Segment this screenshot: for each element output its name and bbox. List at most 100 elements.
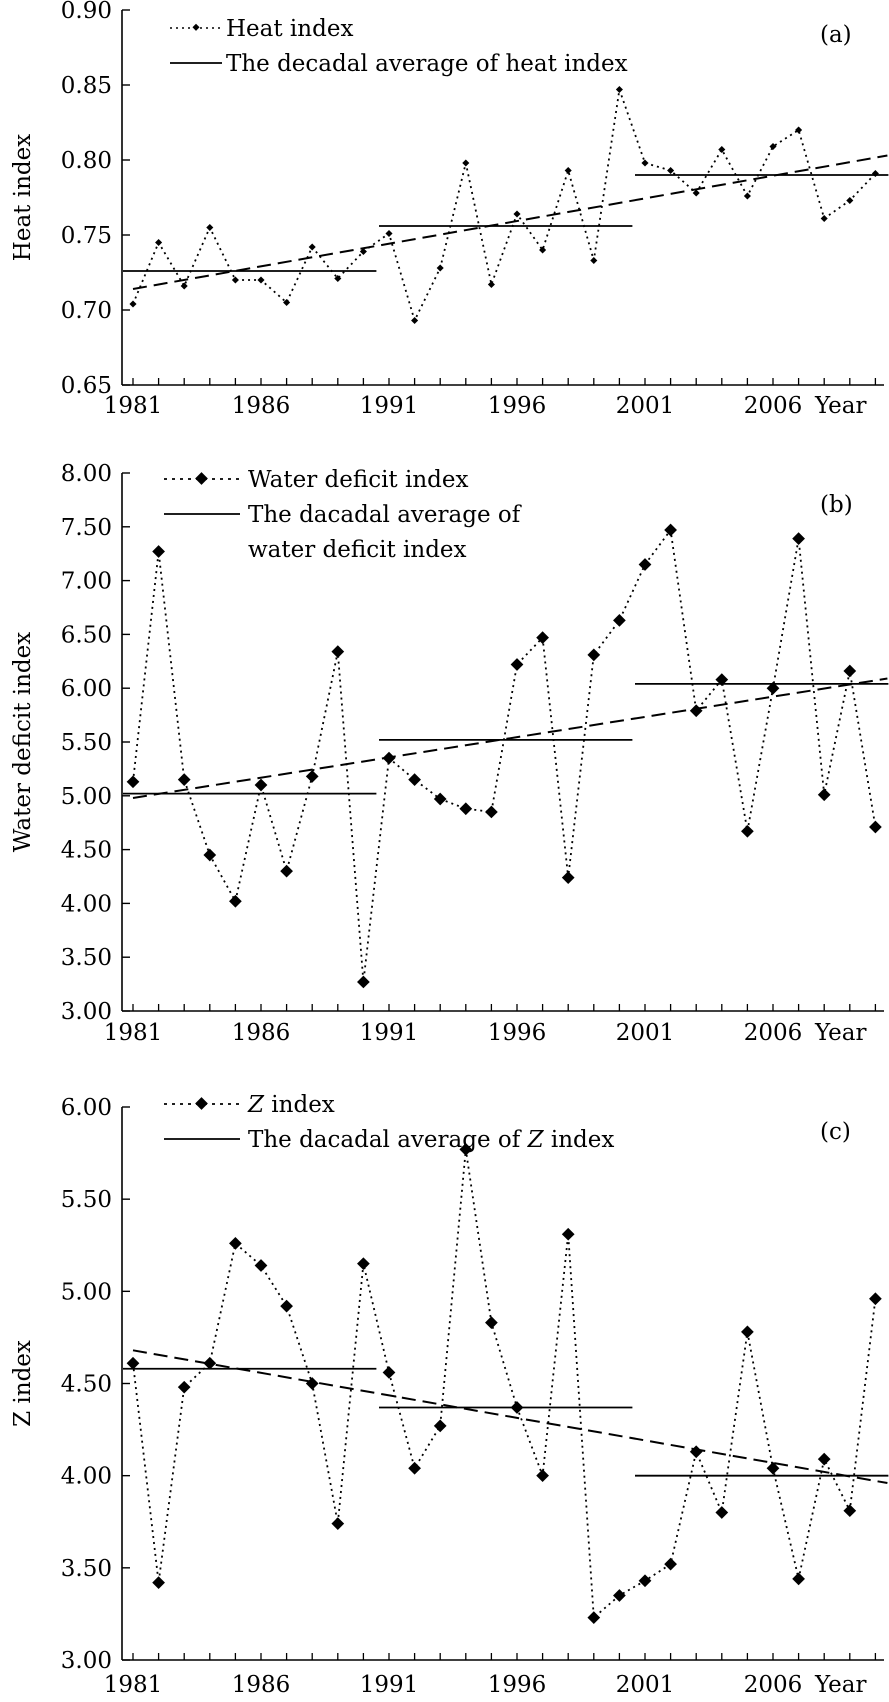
data-point: [485, 805, 498, 819]
data-point: [177, 773, 191, 787]
x-tick-label: 1981: [104, 393, 163, 419]
data-point: [155, 238, 163, 247]
data-point: [715, 1506, 729, 1519]
data-point: [615, 85, 623, 94]
data-point: [692, 189, 700, 197]
x-tick-label: 1981: [104, 1672, 163, 1698]
y-tick-label: 3.50: [61, 1556, 112, 1582]
data-point: [229, 1237, 242, 1250]
data-point: [462, 159, 470, 167]
x-tick-label: 1986: [232, 393, 291, 419]
x-axis-label: Year: [814, 393, 867, 419]
data-point: [743, 192, 751, 200]
data-point: [664, 1557, 677, 1571]
panel-tag: (c): [820, 1119, 851, 1145]
y-tick-label: 0.90: [61, 0, 112, 24]
y-tick-label: 6.00: [61, 676, 112, 702]
x-tick-label: 2006: [744, 1672, 803, 1698]
legend-label-decadal-average: The dacadal average of Z index: [248, 1127, 614, 1153]
data-point: [331, 1517, 345, 1530]
x-tick-label: 1991: [360, 1672, 419, 1698]
data-point: [280, 1299, 293, 1313]
x-tick-label: 1981: [104, 1020, 163, 1046]
data-point: [305, 1377, 319, 1390]
data-point: [638, 558, 652, 571]
y-tick-label: 0.70: [61, 298, 112, 324]
data-point: [308, 243, 316, 251]
y-tick-label: 0.80: [61, 148, 112, 174]
y-tick-label: 4.50: [61, 838, 112, 864]
data-point: [331, 645, 345, 658]
x-tick-label: 1991: [360, 393, 419, 419]
y-tick-label: 5.00: [61, 1279, 112, 1305]
data-point: [254, 778, 268, 792]
y-tick-label: 4.50: [61, 1372, 112, 1398]
x-tick-label: 1996: [488, 393, 547, 419]
data-point: [843, 1504, 857, 1518]
x-axis-label: Year: [814, 1672, 867, 1698]
x-tick-label: 2001: [616, 393, 675, 419]
data-point: [487, 280, 495, 289]
plot-area: 0.65 0.70 0.75 0.80 0.85 0.90 1981 1986 1991 1996…: [10, 0, 889, 419]
data-point: [408, 773, 421, 787]
y-tick-label: 0.75: [61, 223, 112, 249]
data-point: [177, 1380, 191, 1394]
data-point: [231, 276, 239, 284]
data-point: [820, 214, 828, 223]
data-point: [459, 802, 473, 816]
data-point: [667, 166, 675, 175]
legend-label-z-index: Z index: [247, 1092, 335, 1118]
panel-tag: (b): [820, 492, 853, 518]
data-point: [152, 1576, 165, 1589]
legend-label-water-deficit-index: Water deficit index: [248, 467, 468, 493]
x-tick-label: 1991: [360, 1020, 419, 1046]
y-tick-label: 3.50: [61, 945, 112, 971]
data-point: [357, 1257, 370, 1271]
data-point: [510, 658, 524, 671]
data-point: [382, 1366, 396, 1379]
legend-marker-heat-index: [192, 23, 200, 31]
trend-line: [132, 677, 888, 799]
data-point: [436, 264, 444, 272]
x-tick-label: 2001: [616, 1672, 675, 1698]
y-tick-label: 7.50: [61, 515, 112, 541]
series-line: [132, 527, 877, 983]
data-point: [305, 770, 319, 783]
y-axis-label: Water deficit index: [10, 632, 36, 852]
series-line: [132, 89, 877, 323]
data-point: [513, 210, 521, 218]
y-axis-label: Z index: [10, 1340, 36, 1427]
legend-label-decadal-average-cont: water deficit index: [248, 537, 467, 563]
y-tick-label: 6.00: [61, 1095, 112, 1121]
panel-z-index: 3.00 3.50 4.00 4.50 5.00 5.50 6.00 1981 1986 1991…: [10, 1092, 889, 1698]
data-point: [257, 276, 265, 284]
data-point: [357, 975, 370, 989]
panel-tag: (a): [820, 22, 852, 48]
data-point: [385, 229, 393, 238]
y-tick-label: 3.00: [61, 999, 112, 1025]
y-tick-label: 7.00: [61, 569, 112, 595]
data-point: [741, 1325, 754, 1339]
x-tick-label: 1996: [488, 1672, 547, 1698]
data-point: [433, 1419, 447, 1433]
data-point: [485, 1316, 498, 1330]
data-point: [817, 1452, 831, 1466]
legend-marker-water-deficit-index: [195, 472, 208, 485]
x-tick-label: 2006: [744, 1020, 803, 1046]
data-point: [587, 648, 601, 662]
y-tick-label: 5.00: [61, 784, 112, 810]
data-point: [561, 871, 575, 884]
data-point: [536, 1469, 549, 1483]
y-tick-label: 5.50: [61, 1187, 112, 1213]
x-tick-label: 1986: [232, 1672, 291, 1698]
data-point: [564, 166, 572, 175]
panel-heat-index: 0.65 0.70 0.75 0.80 0.85 0.90 1981 1986 1991 1996…: [10, 0, 889, 419]
data-point: [871, 169, 879, 178]
data-point: [536, 631, 549, 644]
data-point: [664, 523, 677, 537]
data-point: [408, 1461, 421, 1475]
data-point: [587, 1611, 601, 1624]
data-point: [539, 246, 547, 254]
legend-label-decadal-average: The dacadal average of: [248, 502, 522, 528]
